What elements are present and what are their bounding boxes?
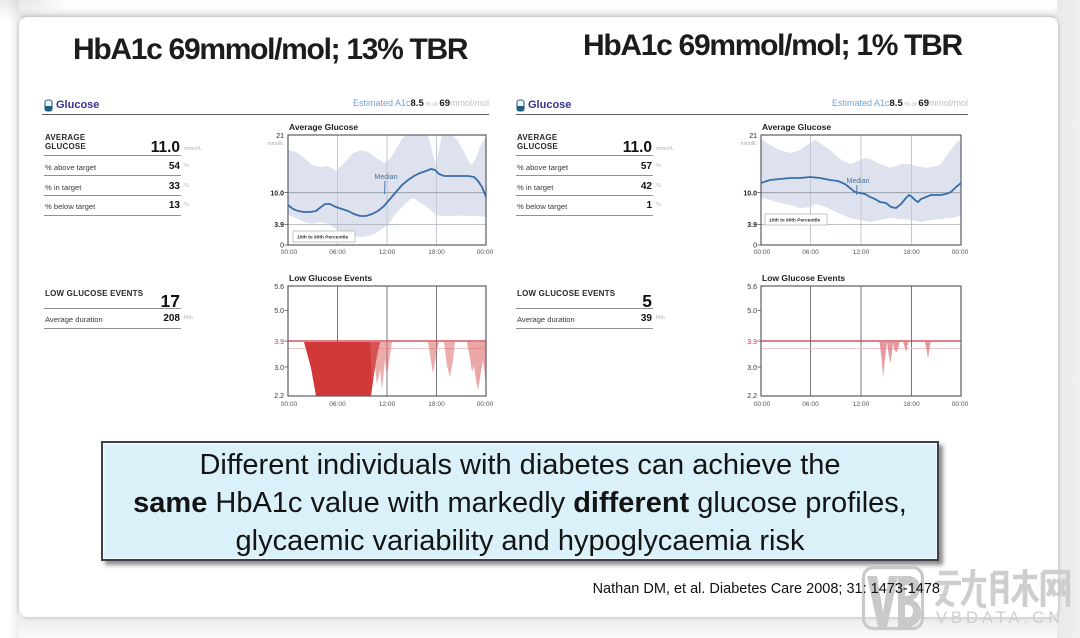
svg-text:3.9: 3.9 (274, 339, 284, 346)
svg-text:2.2: 2.2 (274, 393, 284, 400)
svg-text:5.6: 5.6 (274, 284, 284, 291)
svg-text:00:00: 00:00 (281, 249, 298, 256)
svg-text:mmol/L: mmol/L (741, 141, 758, 147)
svg-text:10th to 90th Percentile: 10th to 90th Percentile (769, 218, 821, 224)
svg-text:5.0: 5.0 (274, 308, 284, 315)
svg-text:18:00: 18:00 (903, 249, 920, 256)
svg-text:mmol/L: mmol/L (268, 141, 285, 147)
svg-text:06:00: 06:00 (329, 249, 346, 256)
svg-text:10.0: 10.0 (743, 191, 757, 198)
svg-text:12:00: 12:00 (379, 401, 396, 408)
svg-text:06:00: 06:00 (802, 401, 819, 408)
svg-text:00:00: 00:00 (952, 249, 969, 256)
svg-text:12:00: 12:00 (379, 249, 396, 256)
svg-text:18:00: 18:00 (428, 401, 445, 408)
svg-text:12:00: 12:00 (853, 401, 870, 408)
svg-text:21: 21 (749, 133, 757, 140)
svg-text:5.0: 5.0 (747, 308, 757, 315)
svg-text:18:00: 18:00 (903, 401, 920, 408)
svg-text:2.2: 2.2 (747, 393, 757, 400)
svg-text:00:00: 00:00 (754, 249, 771, 256)
svg-text:00:00: 00:00 (952, 401, 969, 408)
svg-text:06:00: 06:00 (329, 401, 346, 408)
svg-text:00:00: 00:00 (477, 401, 494, 408)
svg-text:0: 0 (280, 243, 284, 250)
svg-text:00:00: 00:00 (477, 249, 494, 256)
svg-text:10.0: 10.0 (270, 191, 284, 198)
svg-text:Low Glucose Events: Low Glucose Events (762, 273, 845, 283)
svg-text:3.0: 3.0 (274, 365, 284, 372)
svg-text:10th to 90th Percentile: 10th to 90th Percentile (297, 235, 349, 241)
svg-text:5.6: 5.6 (747, 284, 757, 291)
svg-text:0: 0 (753, 243, 757, 250)
svg-text:00:00: 00:00 (281, 401, 298, 408)
svg-text:3.9: 3.9 (274, 222, 284, 229)
svg-text:21: 21 (276, 133, 284, 140)
svg-text:3.0: 3.0 (747, 365, 757, 372)
svg-text:00:00: 00:00 (754, 401, 771, 408)
svg-text:18:00: 18:00 (428, 249, 445, 256)
svg-text:Median: Median (847, 178, 870, 185)
svg-text:VBDATA.CN: VBDATA.CN (936, 609, 1064, 627)
svg-text:Average Glucose: Average Glucose (762, 122, 831, 132)
svg-text:Median: Median (375, 174, 398, 181)
svg-text:Low Glucose Events: Low Glucose Events (289, 273, 372, 283)
svg-text:3.9: 3.9 (747, 222, 757, 229)
svg-text:Average Glucose: Average Glucose (289, 122, 358, 132)
svg-text:12:00: 12:00 (853, 249, 870, 256)
svg-text:3.9: 3.9 (747, 339, 757, 346)
svg-text:06:00: 06:00 (802, 249, 819, 256)
